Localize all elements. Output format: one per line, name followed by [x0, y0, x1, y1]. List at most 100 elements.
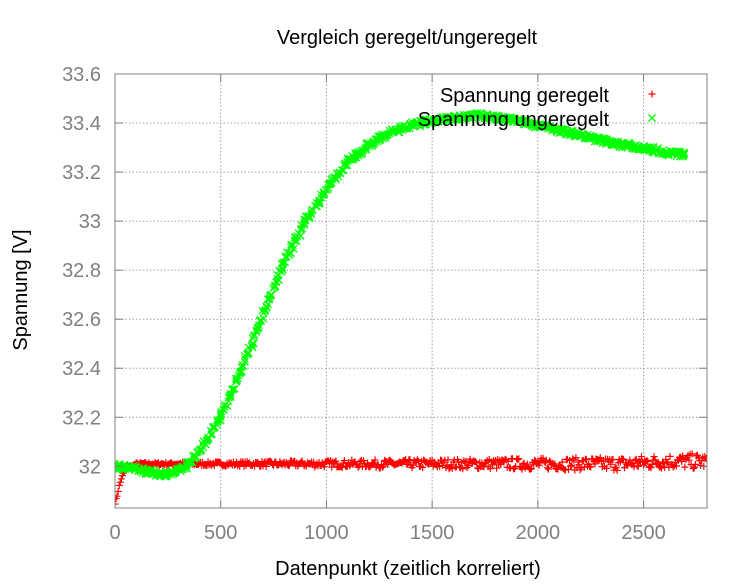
chart-title: Vergleich geregelt/ungeregelt: [277, 27, 538, 49]
data-point: [298, 224, 306, 233]
data-point: [359, 457, 367, 465]
data-point: [618, 455, 626, 463]
x-tick-label: 1500: [410, 522, 455, 544]
y-tick-label: 33: [79, 211, 101, 233]
data-point: [444, 456, 452, 464]
data-point: [346, 462, 354, 470]
x-axis-label: Datenpunkt (zeitlich korreliert): [275, 558, 541, 580]
data-point: [648, 90, 656, 98]
y-tick-label: 33.6: [62, 64, 101, 86]
data-point: [637, 453, 645, 461]
data-point: [315, 197, 324, 206]
data-point: [688, 450, 696, 458]
data-point: [631, 456, 639, 464]
data-point: [596, 454, 604, 462]
plot-frame: [114, 73, 708, 509]
data-point: [260, 459, 268, 467]
data-point: [681, 463, 689, 471]
data-point: [634, 462, 642, 470]
data-point: [643, 457, 651, 465]
data-point: [419, 463, 427, 471]
data-point: [486, 465, 494, 473]
data-point: [514, 456, 522, 464]
data-point: [568, 461, 576, 469]
legend-marker-geregelt: [648, 90, 656, 98]
y-tick-label: 32: [79, 456, 101, 478]
data-point: [378, 463, 386, 471]
data-point: [640, 461, 648, 469]
data-point: [241, 354, 249, 363]
y-tick-label: 33.4: [62, 113, 101, 135]
data-point: [252, 328, 261, 336]
data-point: [682, 456, 690, 464]
data-point: [582, 456, 590, 464]
data-point: [580, 463, 588, 471]
data-point: [542, 456, 550, 464]
data-point: [515, 455, 523, 463]
data-point: [569, 455, 577, 463]
data-point: [219, 405, 228, 414]
y-tick-label: 32.8: [62, 260, 101, 282]
x-tick-label: 2500: [621, 522, 666, 544]
data-point: [551, 460, 559, 468]
data-point: [401, 457, 409, 465]
data-point: [380, 462, 388, 470]
data-point: [279, 258, 288, 267]
data-point: [669, 463, 677, 471]
data-point: [262, 302, 271, 311]
data-point: [544, 465, 552, 473]
data-point: [455, 458, 463, 466]
data-point: [558, 458, 566, 466]
data-point: [587, 463, 595, 471]
legend: Spannung geregelt Spannung ungeregelt: [418, 85, 656, 131]
data-point: [528, 465, 536, 473]
data-point: [254, 459, 262, 467]
data-point: [318, 459, 326, 467]
data-point: [471, 457, 479, 465]
data-point: [613, 466, 621, 474]
data-point: [115, 481, 123, 489]
data-point: [267, 291, 276, 300]
data-point: [672, 462, 680, 470]
data-point: [284, 462, 292, 470]
data-point: [648, 114, 656, 122]
data-point: [116, 478, 124, 486]
data-point: [230, 384, 239, 393]
data-point: [459, 465, 467, 473]
data-point: [656, 463, 664, 471]
data-point: [697, 461, 705, 469]
data-point: [115, 500, 119, 508]
data-point: [702, 455, 707, 463]
data-point: [254, 323, 263, 332]
data-point: [331, 458, 339, 466]
data-point: [658, 464, 666, 472]
data-point: [355, 462, 363, 470]
ticks: [114, 73, 707, 508]
data-point: [404, 460, 412, 468]
data-point: [448, 465, 456, 473]
x-tick-label: 1000: [304, 522, 349, 544]
data-point: [577, 464, 585, 472]
data-point: [366, 463, 374, 471]
y-tick-label: 32.2: [62, 407, 101, 429]
data-point: [406, 456, 414, 464]
data-point: [609, 455, 617, 463]
data-point: [663, 459, 671, 467]
data-point: [241, 357, 249, 366]
data-point: [356, 458, 364, 466]
data-point: [413, 456, 421, 464]
data-point: [340, 457, 348, 465]
x-tick-label: 500: [204, 522, 237, 544]
series-ungeregelt: [115, 108, 689, 481]
data-point: [607, 460, 615, 468]
data-point: [680, 149, 689, 158]
data-point: [236, 367, 245, 376]
data-point: [572, 454, 580, 462]
data-point: [259, 314, 268, 323]
data-point: [308, 205, 316, 214]
data-point: [518, 465, 526, 473]
data-point: [691, 460, 699, 468]
data-point: [115, 487, 122, 495]
data-point: [436, 462, 444, 470]
